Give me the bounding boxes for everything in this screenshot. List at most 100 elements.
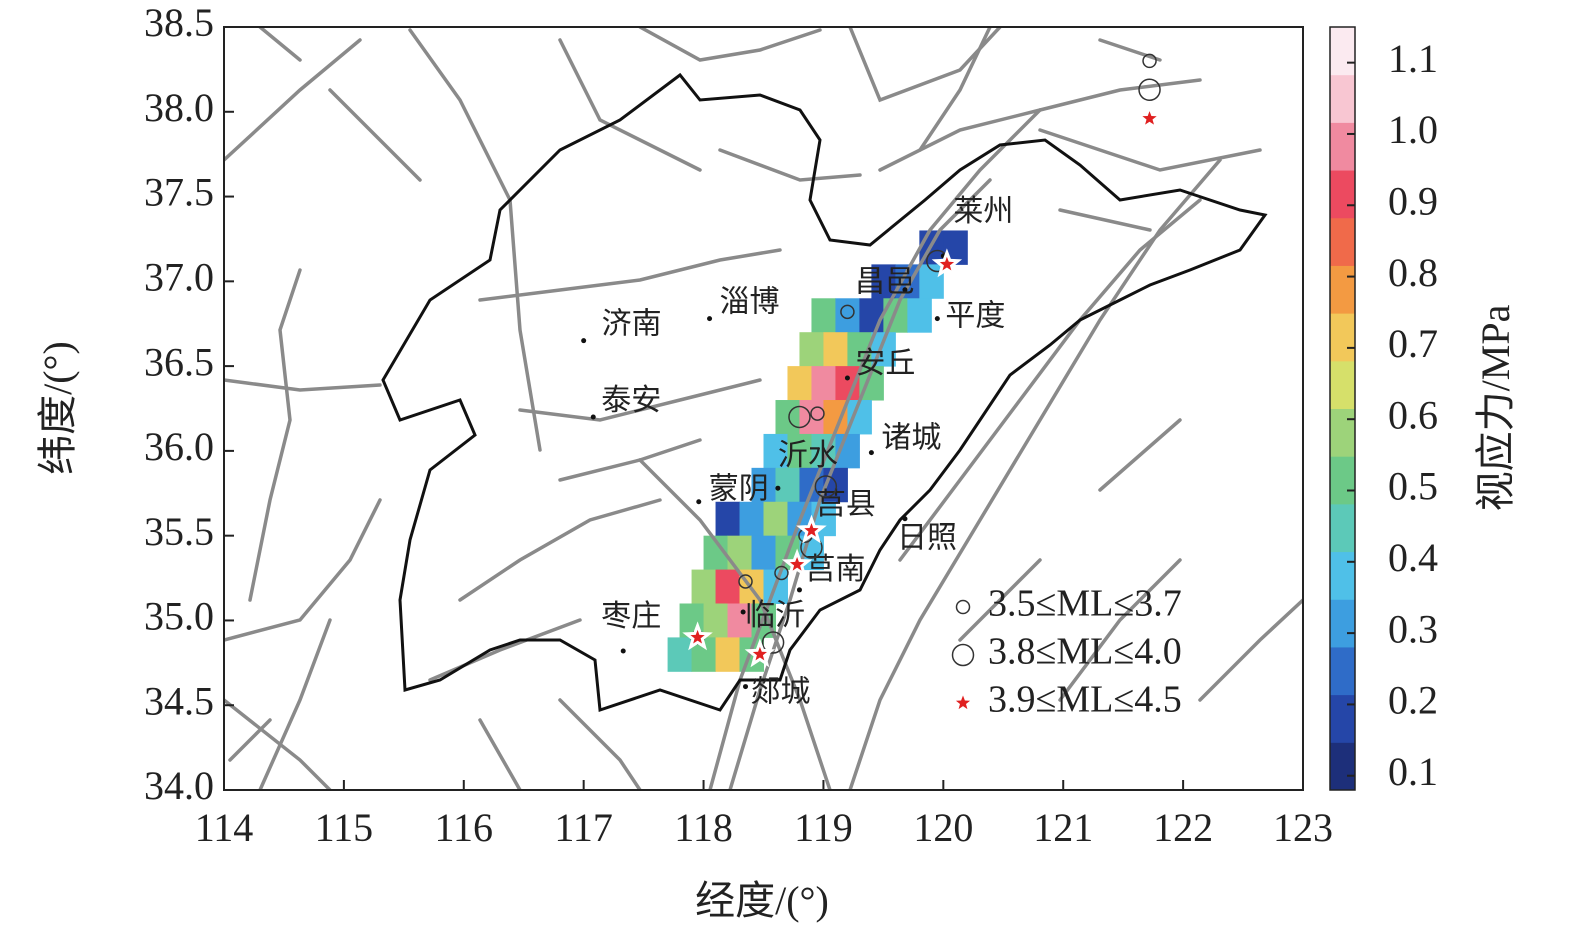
colorbar-tick-label: 1.0 (1388, 107, 1438, 152)
stress-cell (763, 501, 788, 537)
event-small (774, 565, 789, 581)
y-tick-label: 35.5 (144, 509, 214, 554)
stress-cell (835, 298, 860, 333)
city-dot (620, 648, 626, 654)
city-label: 昌邑 (855, 266, 915, 299)
city-dot (868, 450, 874, 456)
city-dot (581, 338, 587, 344)
colorbar-swatch (1330, 599, 1355, 648)
event-small (810, 406, 825, 421)
x-tick-label: 116 (435, 805, 494, 850)
x-tick-label: 120 (913, 805, 973, 850)
x-tick-label: 115 (315, 805, 374, 850)
event-star (690, 629, 705, 644)
y-tick-label: 37.0 (144, 255, 214, 300)
colorbar-label: 视应力/MPa (1473, 304, 1518, 511)
stress-cell (691, 569, 717, 604)
city-label: 临沂 (745, 599, 805, 632)
event-large (1138, 78, 1161, 101)
y-tick-label: 36.0 (144, 424, 214, 469)
colorbar-tick-label: 0.3 (1388, 606, 1438, 651)
y-tick-label: 37.5 (144, 170, 214, 215)
x-tick-label: 122 (1153, 805, 1213, 850)
city-label: 沂水 (778, 439, 838, 472)
colorbar-swatch (1330, 551, 1355, 600)
city-label: 郯城 (751, 675, 811, 708)
city-dot (796, 587, 802, 593)
y-tick-label: 34.5 (144, 678, 214, 723)
colorbar-swatch (1330, 74, 1355, 123)
city-label: 安丘 (855, 347, 915, 380)
colorbar-swatch (1330, 313, 1355, 362)
legend-label: 3.9≤ML≤4.5 (988, 679, 1182, 721)
colorbar-swatch (1330, 456, 1355, 505)
stress-cell (799, 332, 824, 367)
x-tick-label: 119 (794, 805, 853, 850)
colorbar-tick-label: 0.7 (1388, 321, 1438, 366)
event-large (788, 405, 811, 429)
x-tick-label: 118 (674, 805, 733, 850)
event-star (939, 256, 955, 271)
stress-cell (715, 637, 741, 672)
colorbar-swatch (1330, 360, 1355, 409)
city-label: 诸城 (881, 421, 941, 454)
stress-cell (727, 535, 753, 571)
colorbar-tick-label: 0.2 (1388, 678, 1438, 723)
colorbar-swatch (1330, 265, 1355, 314)
colorbar-swatch (1330, 27, 1355, 76)
colorbar-swatch (1330, 408, 1355, 457)
stress-cell (715, 501, 741, 537)
y-tick-label: 34.0 (144, 763, 214, 808)
city-dot (775, 485, 781, 491)
city-dot (902, 287, 908, 293)
city-dot (844, 375, 850, 381)
stress-cell (715, 569, 741, 604)
city-dot (696, 499, 702, 505)
stress-cell (811, 366, 836, 401)
event-large (761, 631, 785, 654)
city-dot (743, 684, 749, 690)
stress-cell (775, 467, 800, 503)
stress-cell (823, 332, 848, 367)
city-dot (740, 609, 746, 615)
colorbar-tick-label: 0.9 (1388, 178, 1438, 223)
event-star (804, 523, 819, 537)
colorbar-swatch (1330, 170, 1355, 219)
city-dot (934, 316, 940, 322)
stress-cell (763, 433, 788, 469)
stress-cell (787, 366, 812, 401)
event-star (789, 557, 805, 571)
city-label: 莒县 (816, 488, 876, 521)
stress-cell (739, 501, 764, 537)
colorbar-tick-label: 0.6 (1388, 392, 1438, 437)
city-label: 平度 (945, 300, 1005, 333)
colorbar-swatch (1330, 122, 1355, 171)
event-small (840, 304, 855, 320)
city-label: 泰安 (601, 384, 661, 417)
stress-cell (775, 400, 800, 435)
colorbar-tick-label: 0.4 (1388, 535, 1438, 580)
stress-cell (871, 264, 896, 299)
city-dot (590, 414, 596, 420)
y-tick-label: 36.5 (144, 339, 214, 384)
colorbar-frame (1329, 26, 1356, 791)
city-label: 枣庄 (601, 600, 661, 633)
colorbar-swatch (1330, 742, 1355, 791)
city-label: 济南 (602, 308, 662, 341)
colorbar-swatch (1330, 694, 1355, 743)
event-small (738, 574, 753, 589)
stress-cell (703, 603, 729, 638)
city-dot (902, 516, 908, 522)
colorbar-swatch (1330, 503, 1355, 553)
y-axis-label: 纬度/(°) (35, 341, 80, 475)
stress-cell (859, 298, 884, 333)
legend-marker (955, 599, 971, 615)
legend-label: 3.8≤ML≤4.0 (988, 631, 1182, 673)
y-tick-label: 38.5 (144, 0, 214, 45)
city-label: 日照 (897, 522, 957, 555)
city-dot (707, 316, 713, 322)
x-tick-label: 121 (1033, 805, 1093, 850)
stress-cell (751, 535, 776, 571)
